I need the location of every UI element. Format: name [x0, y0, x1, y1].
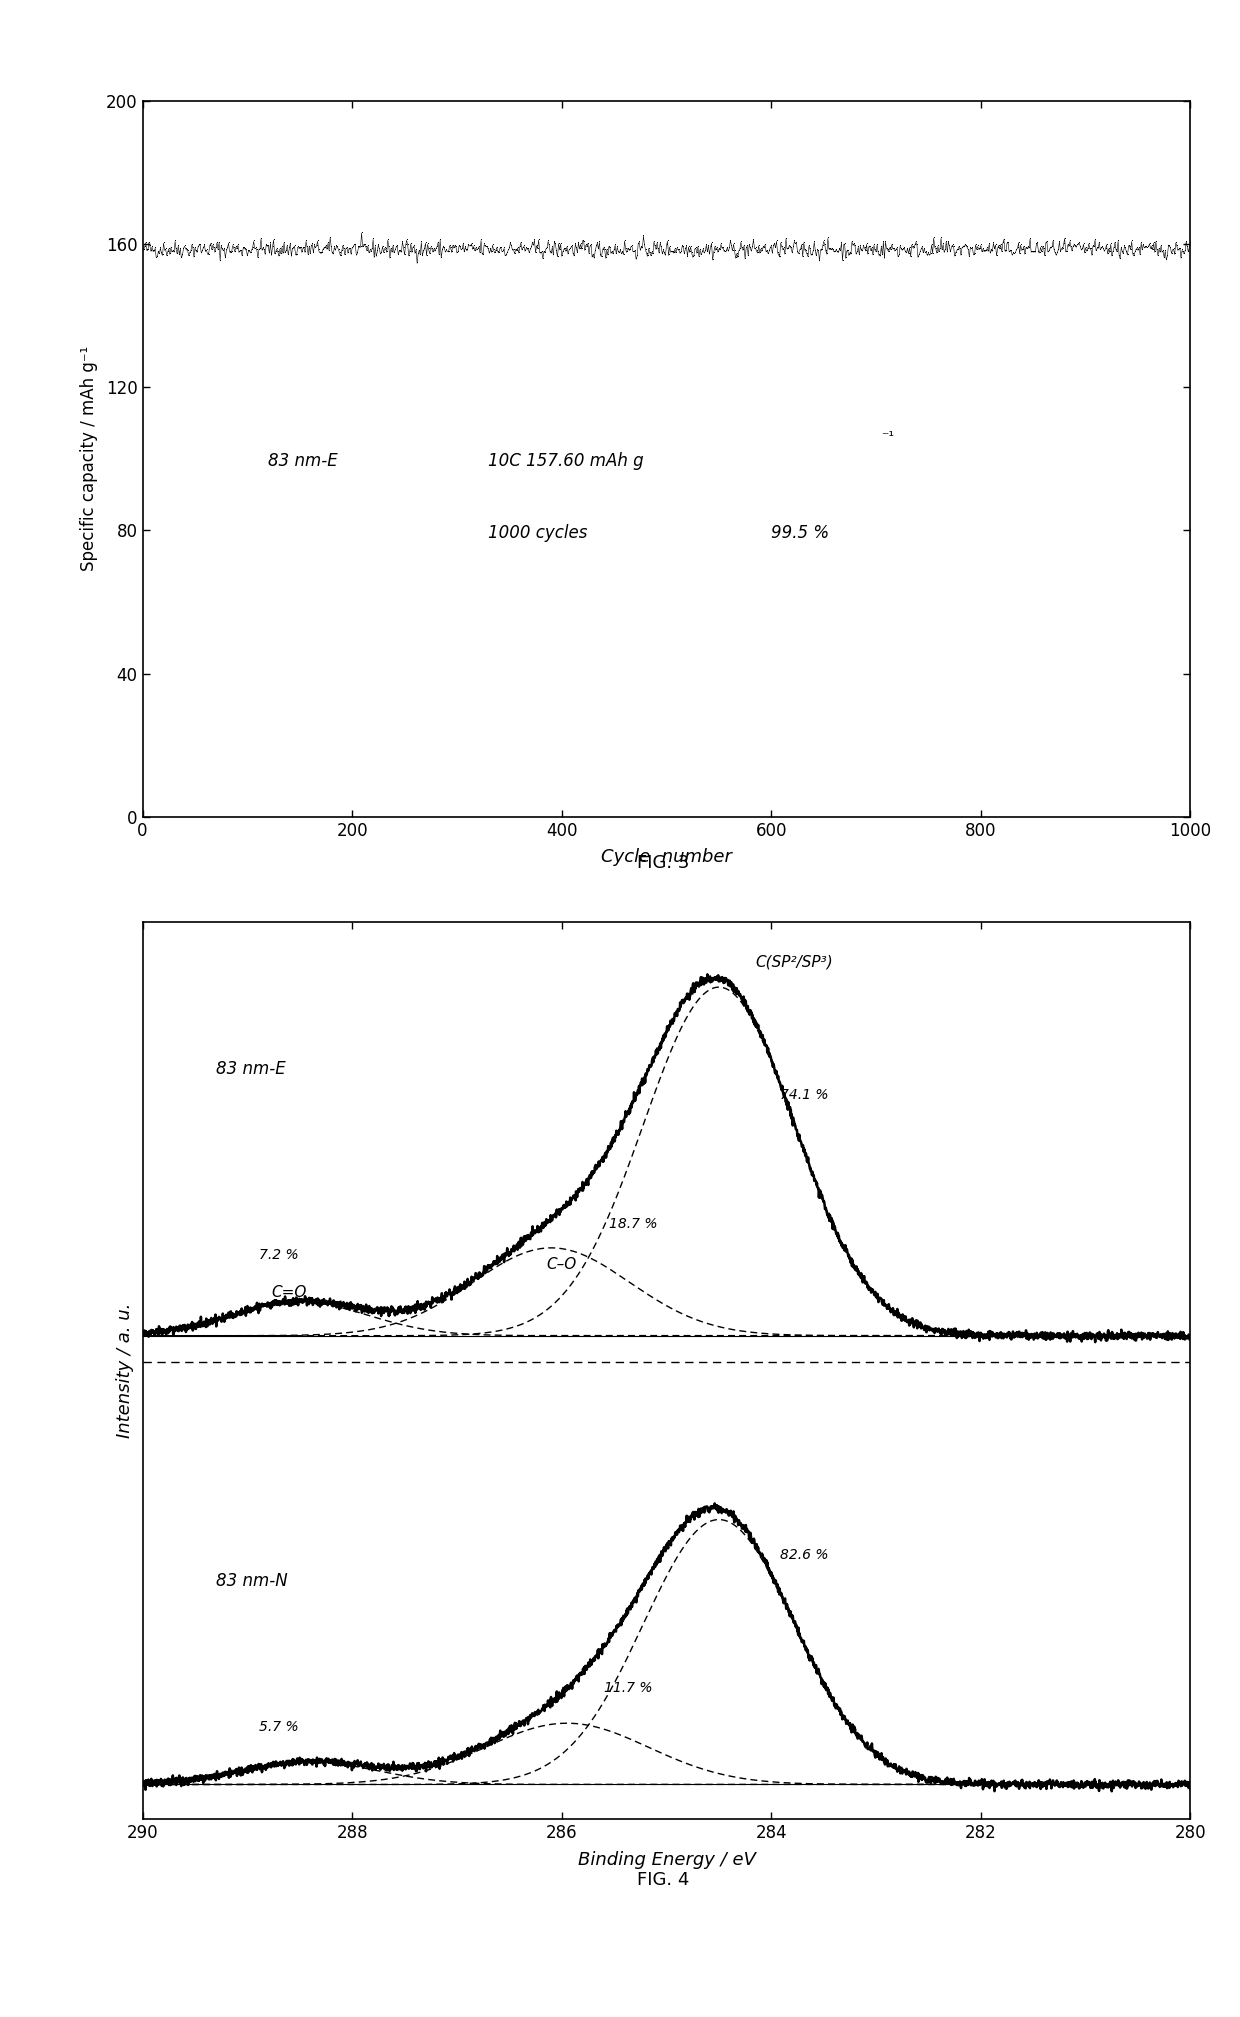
Text: FIG. 4: FIG. 4 [637, 1872, 689, 1888]
Text: 83 nm-N: 83 nm-N [216, 1571, 288, 1589]
Text: C(SP²/SP³): C(SP²/SP³) [755, 954, 833, 970]
Text: 74.1 %: 74.1 % [780, 1087, 828, 1101]
Text: 99.5 %: 99.5 % [771, 524, 830, 543]
Text: 1000 cycles: 1000 cycles [489, 524, 588, 543]
Y-axis label: Intensity / a. u.: Intensity / a. u. [117, 1303, 134, 1438]
Text: 18.7 %: 18.7 % [609, 1216, 657, 1230]
Text: FIG. 3: FIG. 3 [637, 855, 689, 871]
Text: ⁻¹: ⁻¹ [882, 430, 894, 444]
Text: 83 nm-E: 83 nm-E [216, 1061, 285, 1079]
Text: C–O: C–O [546, 1257, 577, 1273]
Text: 11.7 %: 11.7 % [604, 1680, 652, 1694]
Y-axis label: Specific capacity / mAh g⁻¹: Specific capacity / mAh g⁻¹ [79, 347, 98, 571]
X-axis label: Cycle  number: Cycle number [601, 847, 732, 865]
Text: 82.6 %: 82.6 % [780, 1549, 828, 1563]
Text: C=O: C=O [272, 1285, 308, 1301]
X-axis label: Binding Energy / eV: Binding Energy / eV [578, 1850, 755, 1868]
Text: 83 nm-E: 83 nm-E [268, 452, 339, 470]
Text: 10C 157.60 mAh g: 10C 157.60 mAh g [489, 452, 644, 470]
Text: 5.7 %: 5.7 % [259, 1721, 299, 1735]
Text: 7.2 %: 7.2 % [259, 1249, 299, 1263]
